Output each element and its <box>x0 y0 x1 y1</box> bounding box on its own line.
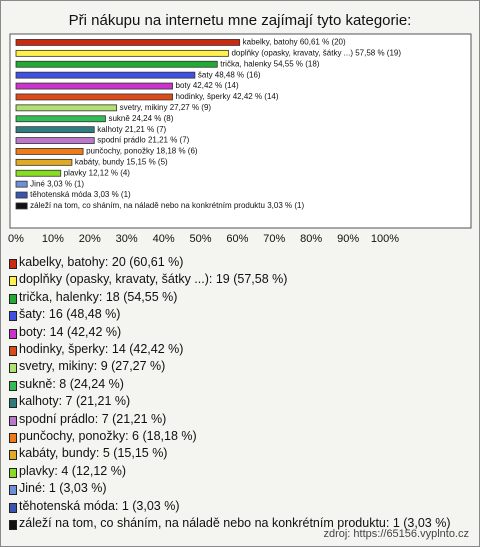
value-label: kabáty, bundy 15,15 % (5) <box>75 157 168 166</box>
bar <box>15 169 62 177</box>
x-tick-label: 80% <box>300 233 322 245</box>
legend-label: hodinky, šperky: 14 (42,42 %) <box>19 342 184 357</box>
legend-swatch <box>9 398 17 409</box>
legend-item: hodinky, šperky: 14 (42,42 %) <box>9 341 469 358</box>
legend-swatch <box>9 363 17 374</box>
legend-label: kalhoty: 7 (21,21 %) <box>19 394 131 409</box>
value-label: plavky 12,12 % (4) <box>64 168 131 177</box>
bar <box>15 71 196 79</box>
bar <box>15 115 106 123</box>
value-label: hodinky, šperky 42,42 % (14) <box>176 92 279 101</box>
x-tick-label: 70% <box>263 233 285 245</box>
legend-item: boty: 14 (42,42 %) <box>9 324 469 341</box>
plot-svg: Při nákupu na internetu mne zajímají tyt… <box>8 12 472 245</box>
bar <box>15 104 118 112</box>
legend-label: Jiné: 1 (3,03 %) <box>19 481 107 496</box>
legend-label: doplňky (opasky, kravaty, šátky ...): 19… <box>19 272 288 287</box>
bar <box>15 39 241 46</box>
bar <box>15 126 95 134</box>
value-label: trička, halenky 54,55 % (18) <box>220 59 319 68</box>
value-label: šaty 48,48 % (16) <box>198 70 261 79</box>
legend-item: kabáty, bundy: 5 (15,15 %) <box>9 445 469 462</box>
chart-title: Při nákupu na internetu mne zajímají tyt… <box>69 12 412 29</box>
value-label: Jiné 3,03 % (1) <box>30 179 84 188</box>
bar <box>15 93 173 101</box>
bar <box>15 191 28 199</box>
legend-label: kabáty, bundy: 5 (15,15 %) <box>19 446 168 461</box>
legend-item: Jiné: 1 (3,03 %) <box>9 480 469 497</box>
legend-item: doplňky (opasky, kravaty, šátky ...): 19… <box>9 271 469 288</box>
legend-swatch <box>9 259 17 269</box>
value-label: záleží na tom, co sháním, na náladě nebo… <box>30 201 304 210</box>
legend-item: plavky: 4 (12,12 %) <box>9 463 469 480</box>
bar <box>15 82 173 90</box>
bar <box>15 49 229 57</box>
legend-label: šaty: 16 (48,48 %) <box>19 307 121 322</box>
x-tick-label: 90% <box>337 233 359 245</box>
value-label: kalhoty 21,21 % (7) <box>97 125 166 134</box>
legend-label: sukně: 8 (24,24 %) <box>19 376 124 391</box>
legend-label: těhotenská móda: 1 (3,03 %) <box>19 498 180 513</box>
legend-swatch <box>9 328 17 339</box>
x-tick-label: 10% <box>42 233 64 245</box>
legend-label: svetry, mikiny: 9 (27,27 %) <box>19 359 166 374</box>
x-tick-label: 100% <box>371 233 399 245</box>
source: zdroj: https://65156.vyplnto.cz <box>323 528 469 540</box>
x-tick-label: 30% <box>116 233 138 245</box>
x-tick-label: 20% <box>79 233 101 245</box>
bar <box>15 148 84 155</box>
legend-label: plavky: 4 (12,12 %) <box>19 463 126 478</box>
legend-swatch <box>9 276 17 287</box>
legend-label: záleží na tom, co sháním, na náladě nebo… <box>19 516 451 531</box>
legend-item: kabelky, batohy: 20 (60,61 %) <box>9 254 469 271</box>
legend-swatch <box>9 450 17 461</box>
bar <box>15 158 73 166</box>
legend-label: boty: 14 (42,42 %) <box>19 324 122 339</box>
x-tick-label: 40% <box>153 233 175 245</box>
x-tick-label: 0% <box>8 233 24 245</box>
legend-label: spodní prádlo: 7 (21,21 %) <box>19 411 167 426</box>
legend-item: punčochy, ponožky: 6 (18,18 %) <box>9 428 469 445</box>
legend-label: trička, halenky: 18 (54,55 %) <box>19 289 178 304</box>
legend-item: sukně: 8 (24,24 %) <box>9 376 469 393</box>
value-label: těhotenská móda 3,03 % (1) <box>30 190 131 199</box>
legend-item: trička, halenky: 18 (54,55 %) <box>9 289 469 306</box>
value-label: doplňky (opasky, kravaty, šátky ...) 57,… <box>231 48 401 57</box>
bar <box>15 202 28 210</box>
value-label: svetry, mikiny 27,27 % (9) <box>120 103 212 112</box>
legend-item: kalhoty: 7 (21,21 %) <box>9 393 469 410</box>
value-label: sukně 24,24 % (8) <box>108 114 173 123</box>
legend-swatch <box>9 485 17 496</box>
legend-swatch <box>9 293 17 304</box>
legend-swatch <box>9 380 17 391</box>
value-label: spodní prádlo 21,21 % (7) <box>97 136 189 145</box>
value-label: kabelky, batohy 60,61 % (20) <box>243 38 346 47</box>
legend-item: spodní prádlo: 7 (21,21 %) <box>9 411 469 428</box>
legend-label: punčochy, ponožky: 6 (18,18 %) <box>19 429 197 444</box>
legend-swatch <box>9 502 17 513</box>
legend-swatch <box>9 520 17 531</box>
legend-swatch <box>9 467 17 478</box>
value-label: punčochy, ponožky 18,18 % (6) <box>86 147 198 156</box>
x-tick-label: 60% <box>226 233 248 245</box>
legend-item: svetry, mikiny: 9 (27,27 %) <box>9 358 469 375</box>
legend-swatch <box>9 433 17 444</box>
value-label: boty 42,42 % (14) <box>176 81 239 90</box>
legend-item: záleží na tom, co sháním, na náladě nebo… <box>9 515 469 532</box>
legend: kabelky, batohy: 20 (60,61 %) doplňky (op… <box>9 254 469 533</box>
legend-swatch <box>9 311 17 322</box>
legend-item: těhotenská móda: 1 (3,03 %) <box>9 498 469 515</box>
bar <box>15 60 218 68</box>
legend-label: kabelky, batohy: 20 (60,61 %) <box>19 255 184 269</box>
x-tick-label: 50% <box>189 233 211 245</box>
legend-item: šaty: 16 (48,48 %) <box>9 306 469 323</box>
legend-swatch <box>9 346 17 357</box>
bar <box>15 180 28 188</box>
bar <box>15 137 95 144</box>
legend-swatch <box>9 415 17 426</box>
